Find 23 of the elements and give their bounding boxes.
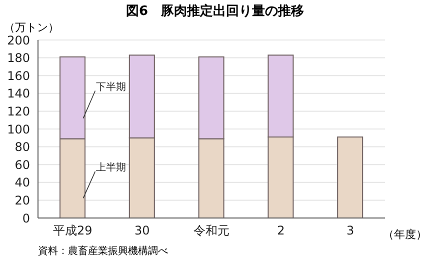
y-tick-label: 160 (7, 68, 30, 83)
chart-title: 図6 豚肉推定出回り量の推移 (124, 2, 306, 20)
x-tick-label: 2 (277, 224, 285, 238)
x-tick-label: 平成29 (53, 224, 92, 238)
y-tick-label: 20 (14, 193, 30, 208)
y-tick-label: 140 (7, 86, 30, 101)
y-tick-label: 0 (22, 211, 30, 226)
y-tick-label: 200 (7, 33, 30, 48)
x-tick-label: 令和元 (194, 224, 230, 238)
x-tick-label: 3 (346, 224, 354, 238)
y-tick-label: 120 (7, 104, 30, 118)
y-tick-label: 100 (7, 122, 30, 136)
text: 資料：農畜産業振興機構調べ (38, 244, 168, 258)
series-label: 下半期 (96, 80, 126, 93)
y-tick-label: 40 (14, 176, 30, 190)
y-tick-label: 180 (7, 51, 30, 66)
x-axis-title: （年度） (383, 227, 427, 242)
y-axis-title: （万トン） (4, 20, 59, 35)
bar (337, 136, 364, 218)
x-tick-label: 30 (134, 224, 150, 238)
series-label: 上半期 (96, 161, 126, 174)
y-tick-label: 60 (14, 158, 30, 172)
y-tick-label: 80 (14, 140, 30, 154)
